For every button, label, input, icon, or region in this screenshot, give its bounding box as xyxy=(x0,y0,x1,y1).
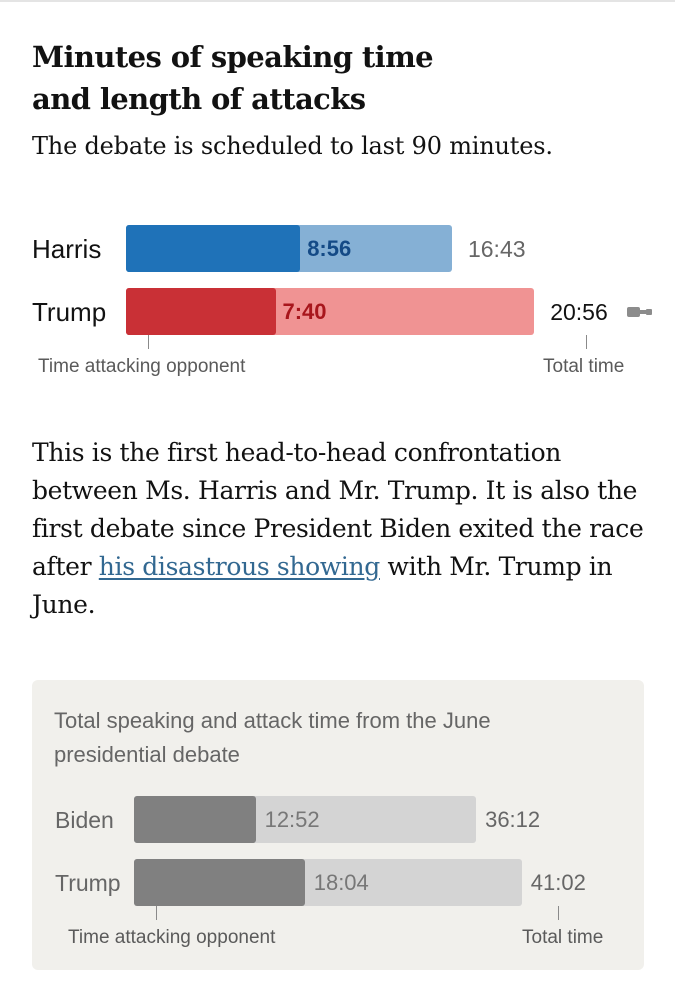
trump-attack-bar xyxy=(134,859,305,906)
article-paragraph: This is the first head-to-head confronta… xyxy=(32,434,652,624)
chart-subtitle: The debate is scheduled to last 90 minut… xyxy=(32,132,553,160)
biden-row-label: Biden xyxy=(55,806,114,833)
trump-attack-bar xyxy=(126,288,276,335)
attack-time-note: Time attacking opponent xyxy=(38,356,246,377)
trump-total-value: 20:56 xyxy=(550,298,608,325)
microphone-icon xyxy=(627,306,653,318)
biden-total-value: 36:12 xyxy=(485,806,541,832)
june-chart-title: Total speaking and attack time from the … xyxy=(54,708,491,767)
attack-time-tick xyxy=(156,906,157,920)
attack-time-tick xyxy=(148,335,149,349)
harris-row-label: Harris xyxy=(32,233,102,264)
harris-attack-value: 8:56 xyxy=(307,235,352,261)
biden-attack-bar xyxy=(134,796,256,843)
trump-total-value: 41:02 xyxy=(530,869,586,895)
total-time-tick xyxy=(557,906,559,920)
total-time-note: Total time xyxy=(543,356,625,377)
chart-title: Minutes of speaking time and length of a… xyxy=(32,36,642,120)
chart-title-line-2: and length of attacks xyxy=(32,82,366,116)
biden-attack-value: 12:52 xyxy=(264,806,320,832)
trump-attack-value: 18:04 xyxy=(313,869,369,895)
attack-time-note: Time attacking opponent xyxy=(68,927,276,948)
paragraph-text-start: This is the first head-to-head confronta… xyxy=(32,438,644,581)
trump-row-label: Trump xyxy=(55,869,121,896)
trump-attack-value: 7:40 xyxy=(282,298,327,324)
harris-attack-bar xyxy=(126,225,301,272)
total-time-note: Total time xyxy=(522,927,604,948)
trump-row-label: Trump xyxy=(32,296,107,327)
total-time-tick xyxy=(586,335,588,349)
top-rule xyxy=(0,0,675,2)
disastrous-showing-link[interactable]: his disastrous showing xyxy=(98,552,381,581)
harris-total-value: 16:43 xyxy=(467,235,526,262)
chart-title-line-1: Minutes of speaking time xyxy=(32,40,434,74)
paragraph-text-end: with Mr. Trump in June. xyxy=(32,552,613,619)
